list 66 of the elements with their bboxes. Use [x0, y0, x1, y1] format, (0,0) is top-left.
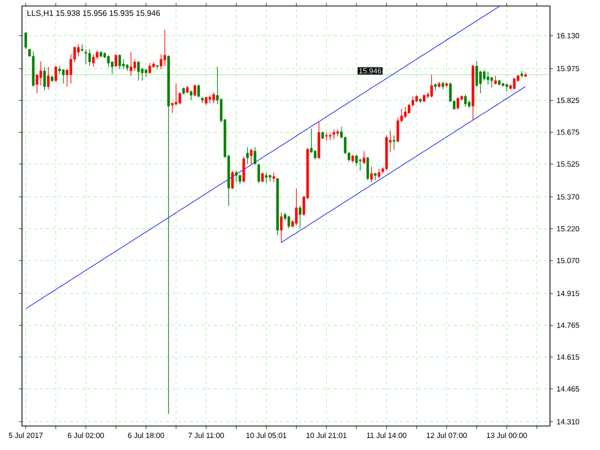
chart-title: LLS,H1 15.938 15.956 15.935 15.946 — [28, 10, 160, 17]
candlestick — [130, 52, 132, 76]
candlestick — [114, 54, 118, 68]
candlestick — [404, 106, 407, 118]
candlestick — [288, 215, 290, 229]
candlestick — [370, 166, 373, 183]
candlestick — [325, 132, 328, 141]
candlestick — [58, 66, 61, 74]
candlestick — [358, 158, 362, 171]
candlestick — [295, 188, 298, 226]
candlestick — [92, 54, 95, 68]
candlestick — [261, 172, 264, 183]
candlestick — [280, 212, 283, 244]
candlestick — [208, 94, 212, 104]
candlestick — [238, 174, 242, 185]
candlestick — [268, 174, 272, 182]
candlestick — [194, 84, 196, 97]
candlestick — [332, 129, 336, 140]
candlestick — [242, 156, 245, 183]
candlestick — [84, 48, 88, 64]
candlestick — [24, 32, 28, 50]
candlestick — [314, 150, 316, 160]
candlestick — [43, 66, 46, 91]
candlestick — [40, 60, 42, 86]
candlestick — [77, 44, 80, 57]
candlestick — [133, 58, 136, 72]
candlestick — [513, 77, 516, 90]
candlestick — [62, 68, 65, 84]
candlestick — [118, 54, 121, 70]
candlestick — [36, 74, 38, 94]
candlestick — [246, 146, 249, 164]
candlestick — [482, 69, 486, 82]
candlestick — [408, 104, 410, 114]
candlestick — [190, 90, 192, 101]
candlestick — [254, 146, 256, 166]
candlestick — [257, 163, 260, 184]
candlestick — [272, 172, 276, 183]
candlestick — [107, 54, 110, 68]
candlestick — [366, 156, 370, 181]
candlestick — [88, 48, 91, 66]
candlestick — [160, 54, 162, 70]
candlestick — [234, 170, 238, 183]
candlestick — [197, 84, 200, 98]
candlestick — [464, 94, 467, 108]
candlestick — [264, 172, 268, 184]
candlestick — [47, 66, 50, 90]
candlestick — [212, 92, 215, 104]
candlestick — [178, 92, 182, 105]
candlestick — [475, 60, 478, 87]
candlestick — [174, 83, 178, 106]
candlestick — [164, 29, 166, 66]
candlestick — [486, 71, 490, 85]
candlestick — [430, 74, 433, 98]
candlestick — [456, 96, 460, 110]
candlestick — [122, 58, 125, 70]
candlestick — [490, 76, 494, 88]
candlestick — [378, 168, 380, 179]
candlestick — [231, 170, 234, 190]
candlestick — [250, 148, 253, 164]
candlestick — [392, 135, 396, 150]
candlestick — [137, 60, 140, 82]
candlestick — [54, 66, 58, 82]
candlestick — [298, 205, 302, 229]
candlestick — [148, 62, 152, 74]
candlestick — [362, 150, 366, 164]
candlestick — [355, 154, 358, 166]
